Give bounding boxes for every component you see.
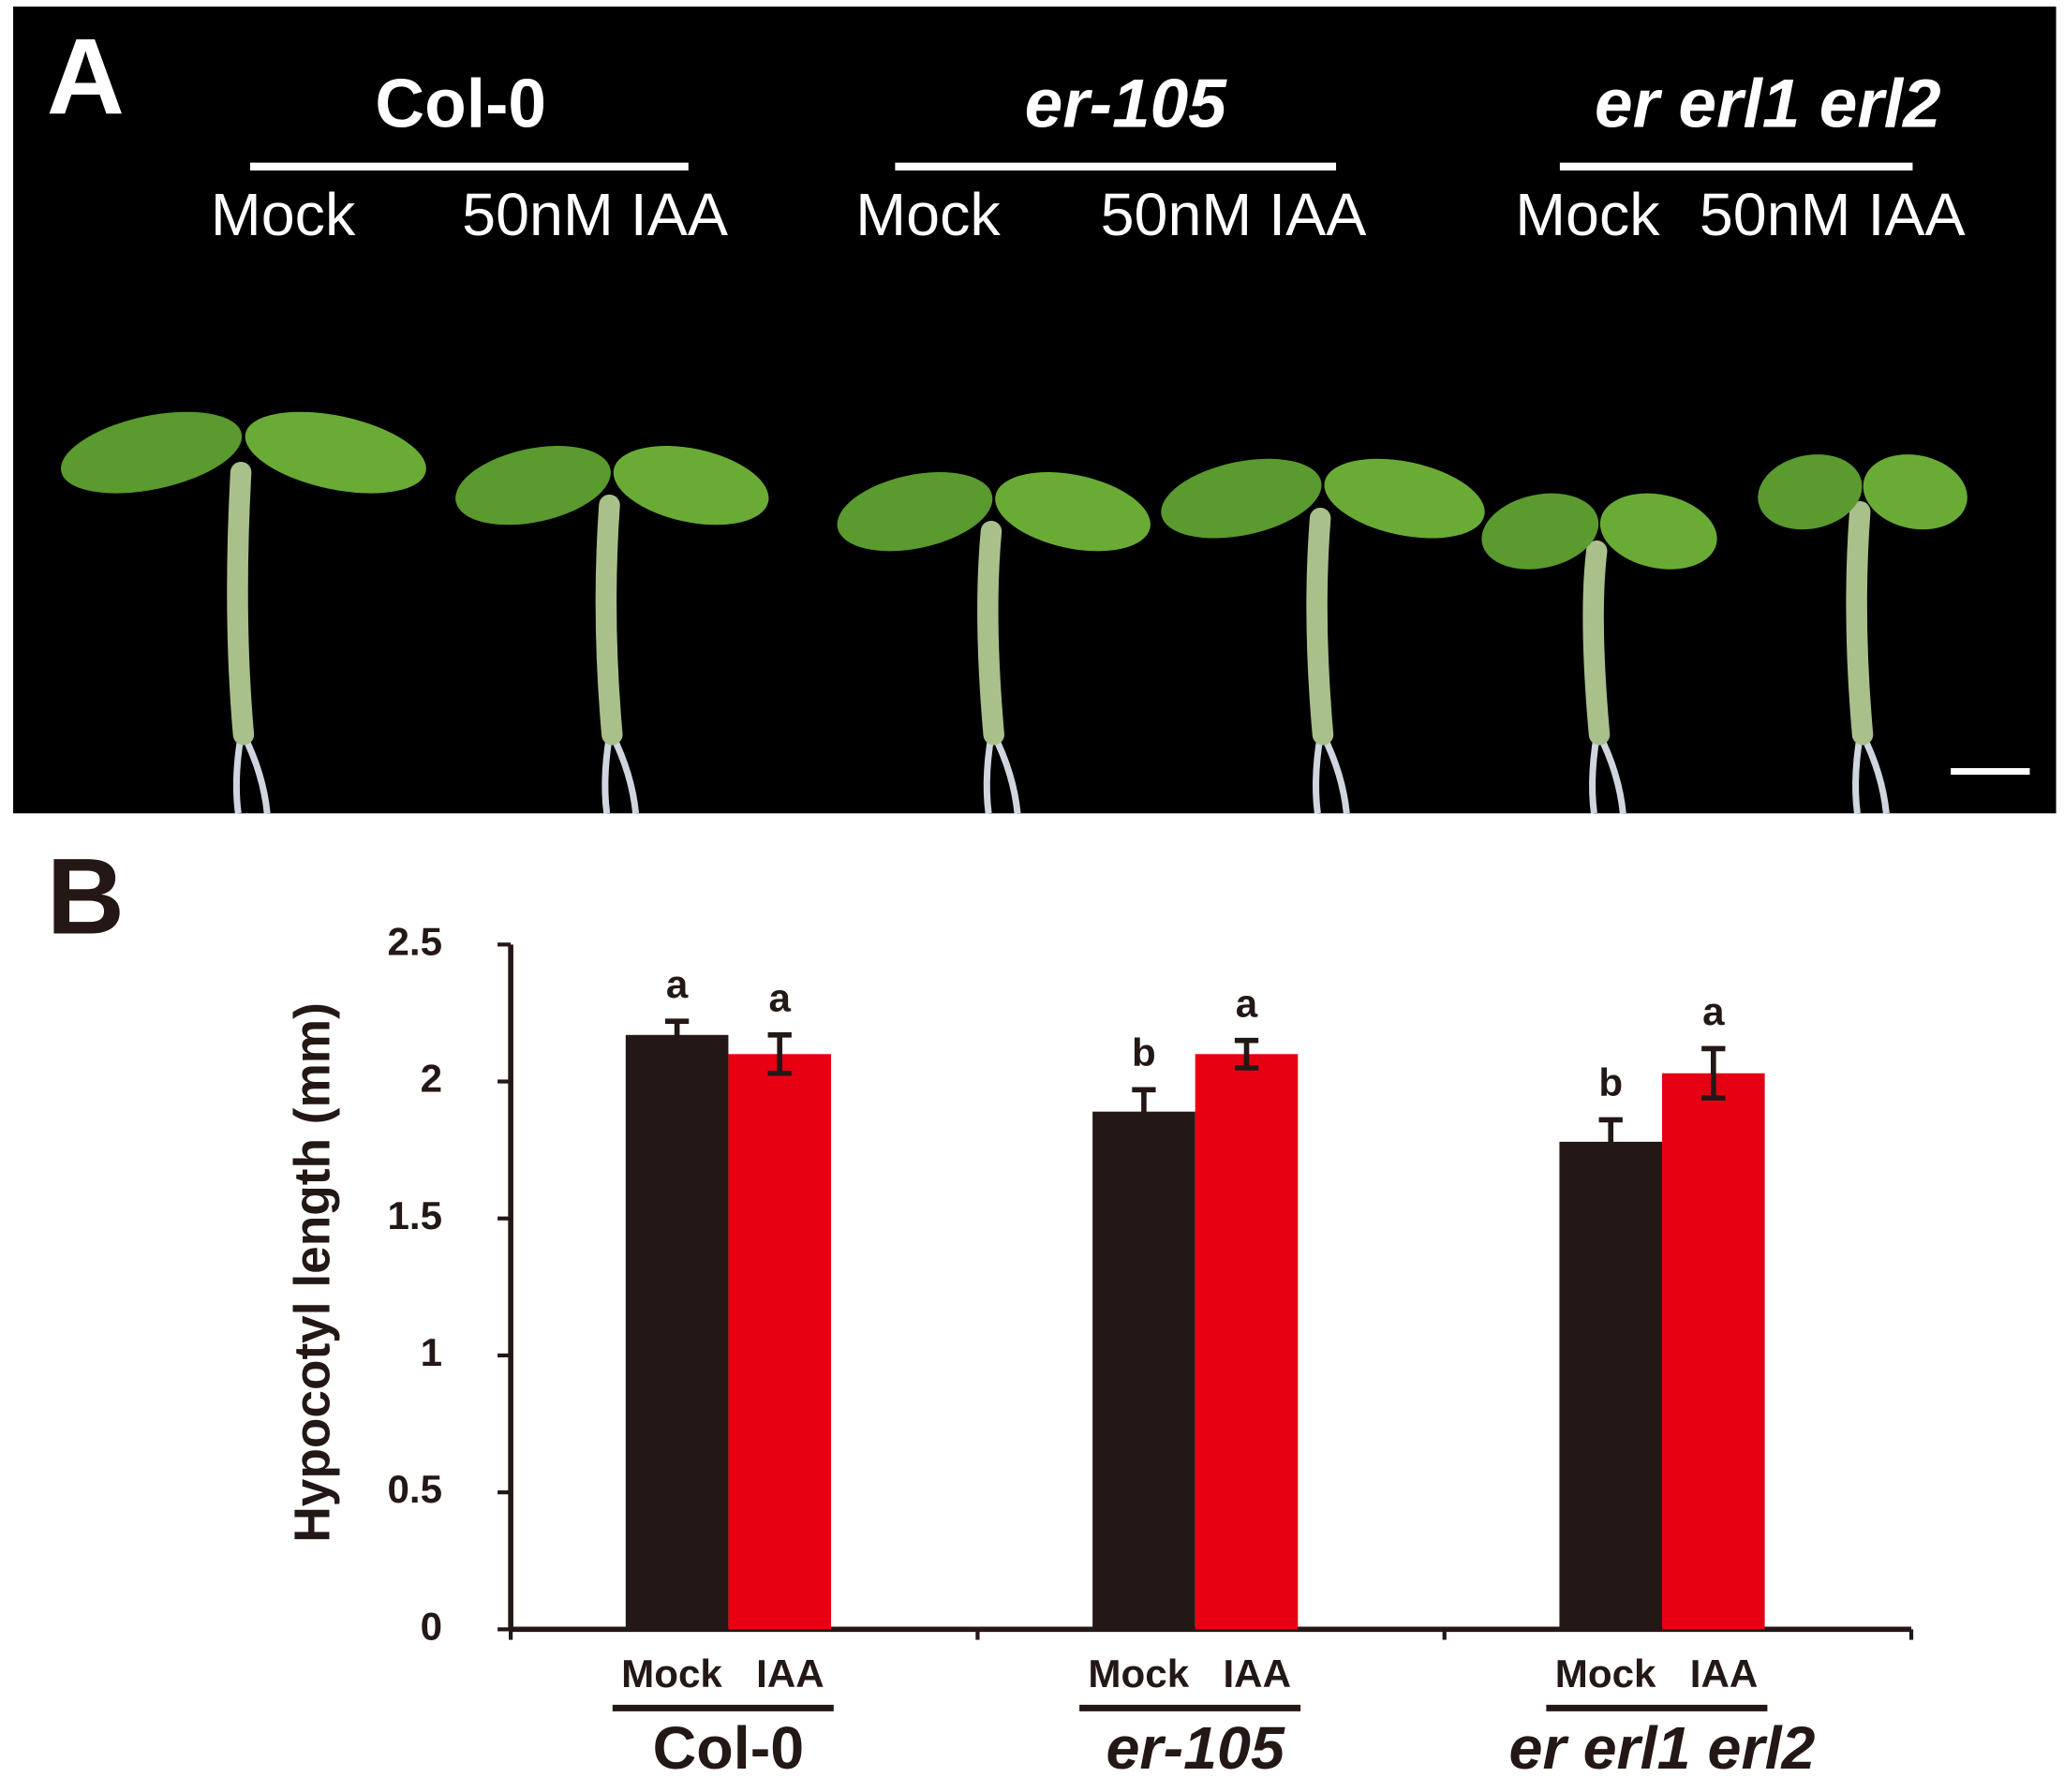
seedling-leaf — [245, 411, 426, 494]
seedling-leaf — [1758, 454, 1863, 530]
panel-label: B — [47, 837, 125, 957]
bar — [625, 1034, 729, 1630]
error-bar — [664, 1018, 690, 1052]
series-label: Mock — [621, 1651, 722, 1696]
seedling-stem — [1846, 500, 1874, 746]
seedling-stem — [977, 520, 1004, 746]
genotype-label: Col-0 — [375, 67, 546, 142]
photo-panel — [13, 7, 2057, 814]
error-bar — [1598, 1117, 1623, 1167]
bar — [728, 1054, 832, 1630]
seedling-leaf — [613, 446, 769, 526]
error-bar — [1701, 1045, 1726, 1101]
bar — [1195, 1054, 1299, 1630]
bar — [1559, 1141, 1663, 1630]
y-tick-label: 0 — [421, 1604, 442, 1648]
seedling-leaf — [1324, 458, 1485, 539]
y-axis-label: Hypocotyl length (mm) — [285, 1002, 340, 1542]
genotype-label: er erl1 erl2 — [1595, 67, 1941, 142]
treatment-label: 50nM IAA — [1101, 181, 1367, 248]
y-tick-label: 1 — [421, 1330, 442, 1374]
seedling-leaf — [1481, 493, 1599, 570]
treatment-label: 50nM IAA — [1700, 181, 1966, 248]
treatment-label: Mock — [1515, 181, 1660, 248]
genotype-label: er-105 — [1025, 67, 1228, 142]
seedling-stem — [595, 494, 623, 746]
series-label: IAA — [756, 1651, 824, 1696]
significance-letter: b — [1598, 1060, 1623, 1104]
treatment-label: Mock — [211, 181, 356, 248]
treatment-label: Mock — [855, 181, 1001, 248]
treatment-label: 50nM IAA — [462, 181, 728, 248]
y-tick-label: 1.5 — [387, 1193, 442, 1237]
error-bar — [1234, 1037, 1259, 1071]
series-label: Mock — [1555, 1651, 1656, 1696]
seedling-leaf — [1863, 454, 1967, 530]
error-bar — [767, 1032, 792, 1076]
seedling-leaf — [1599, 493, 1717, 570]
panel-label: A — [47, 18, 125, 138]
seedling-stem — [227, 461, 255, 746]
y-tick-label: 2 — [421, 1057, 442, 1101]
seedling-stem — [1306, 507, 1334, 746]
error-bar — [1132, 1087, 1156, 1136]
seedling-leaf — [455, 446, 611, 526]
seedling-stem — [1582, 540, 1611, 746]
y-tick-label: 2.5 — [387, 919, 442, 963]
significance-letter: b — [1132, 1030, 1156, 1074]
bar — [1092, 1111, 1195, 1630]
significance-letter: a — [1236, 981, 1258, 1025]
seedling-leaf — [837, 472, 993, 552]
series-label: IAA — [1690, 1651, 1759, 1696]
x-tick-label: er-105 — [1106, 1714, 1286, 1782]
y-tick-label: 0.5 — [387, 1467, 442, 1511]
bar — [1662, 1073, 1765, 1630]
significance-letter: a — [1702, 989, 1725, 1033]
x-tick-label: er erl1 erl2 — [1509, 1714, 1816, 1782]
seedling-leaf — [1161, 458, 1322, 539]
significance-letter: a — [768, 976, 791, 1020]
series-label: Mock — [1088, 1651, 1189, 1696]
seedling-leaf — [61, 411, 243, 494]
x-tick-label: Col-0 — [653, 1714, 805, 1782]
series-label: IAA — [1223, 1651, 1291, 1696]
seedling-leaf — [995, 472, 1151, 552]
significance-letter: a — [666, 962, 689, 1006]
